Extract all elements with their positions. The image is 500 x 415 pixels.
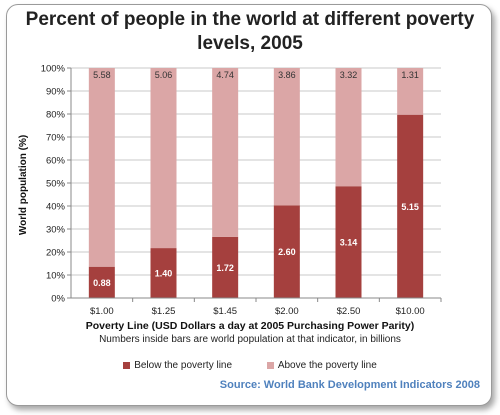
data-label: 5.15 (401, 202, 419, 212)
data-label: 3.14 (340, 238, 358, 248)
x-tick-label: $2.50 (337, 306, 361, 317)
legend-item-above: Above the poverty line (266, 360, 377, 371)
data-label: 2.60 (278, 247, 296, 257)
y-tick-label: 100% (41, 64, 66, 75)
axes: 0% 10% 20% 30% 40% 50% 60% 70% 80% 90% 100% $1.00 $1… (41, 64, 442, 317)
data-label: 0.88 (93, 278, 111, 288)
data-label: 3.32 (340, 70, 358, 80)
bar-below (150, 248, 177, 298)
data-label: 1.31 (401, 70, 419, 80)
bar-below (88, 266, 115, 298)
data-label: 5.06 (155, 70, 173, 80)
legend-swatch-below (123, 362, 131, 369)
bar-below (212, 236, 239, 298)
bar-below (273, 205, 300, 298)
data-label: 1.40 (155, 269, 173, 279)
legend-label-above: Above the poverty line (277, 360, 377, 371)
data-label: 1.72 (216, 263, 234, 273)
y-tick-label: 30% (46, 225, 66, 236)
y-axis-label: World population (%) (18, 135, 29, 235)
x-axis-label: Poverty Line (USD Dollars a day at 2005 … (85, 320, 415, 332)
bar-above (335, 68, 362, 187)
x-tick-label: $1.00 (90, 306, 114, 317)
bar-below (397, 114, 424, 298)
y-tick-label: 0% (51, 294, 65, 305)
source-note: Source: World Bank Development Indicator… (219, 379, 480, 391)
legend-swatch-above (266, 362, 274, 369)
y-tick-label: 20% (46, 248, 66, 259)
x-tick-label: $1.45 (213, 306, 237, 317)
x-tick-label: $2.00 (275, 306, 299, 317)
bar-above (212, 68, 239, 237)
legend-label-below: Below the poverty line (134, 360, 233, 371)
bar-above (397, 68, 424, 115)
y-tick-label: 90% (46, 87, 66, 98)
legend-item-below: Below the poverty line (123, 360, 232, 371)
bar-above (150, 68, 177, 249)
x-tick-label: $1.25 (152, 306, 176, 317)
data-label: 5.58 (93, 70, 111, 80)
grid-lines (71, 67, 441, 276)
y-tick-label: 60% (46, 156, 66, 167)
y-tick-label: 80% (46, 110, 66, 121)
bar-below (335, 186, 362, 298)
legend: Below the poverty line Above the poverty… (0, 360, 500, 372)
chart-title: Percent of people in the world at differ… (25, 9, 475, 54)
bar-above (273, 68, 300, 206)
bars: 0.88 5.58 1.40 5.06 1.72 4.74 2.60 3.86 3.14 3.32… (88, 68, 424, 298)
data-label: 3.86 (278, 70, 296, 80)
bar-above (88, 68, 115, 267)
y-tick-label: 50% (46, 179, 66, 190)
x-tick-label: $10.00 (396, 306, 425, 317)
y-tick-label: 70% (46, 133, 66, 144)
chart-note: Numbers inside bars are world population… (99, 334, 401, 345)
y-tick-label: 10% (46, 271, 66, 282)
data-label: 4.74 (216, 70, 234, 80)
y-tick-label: 40% (46, 202, 66, 213)
